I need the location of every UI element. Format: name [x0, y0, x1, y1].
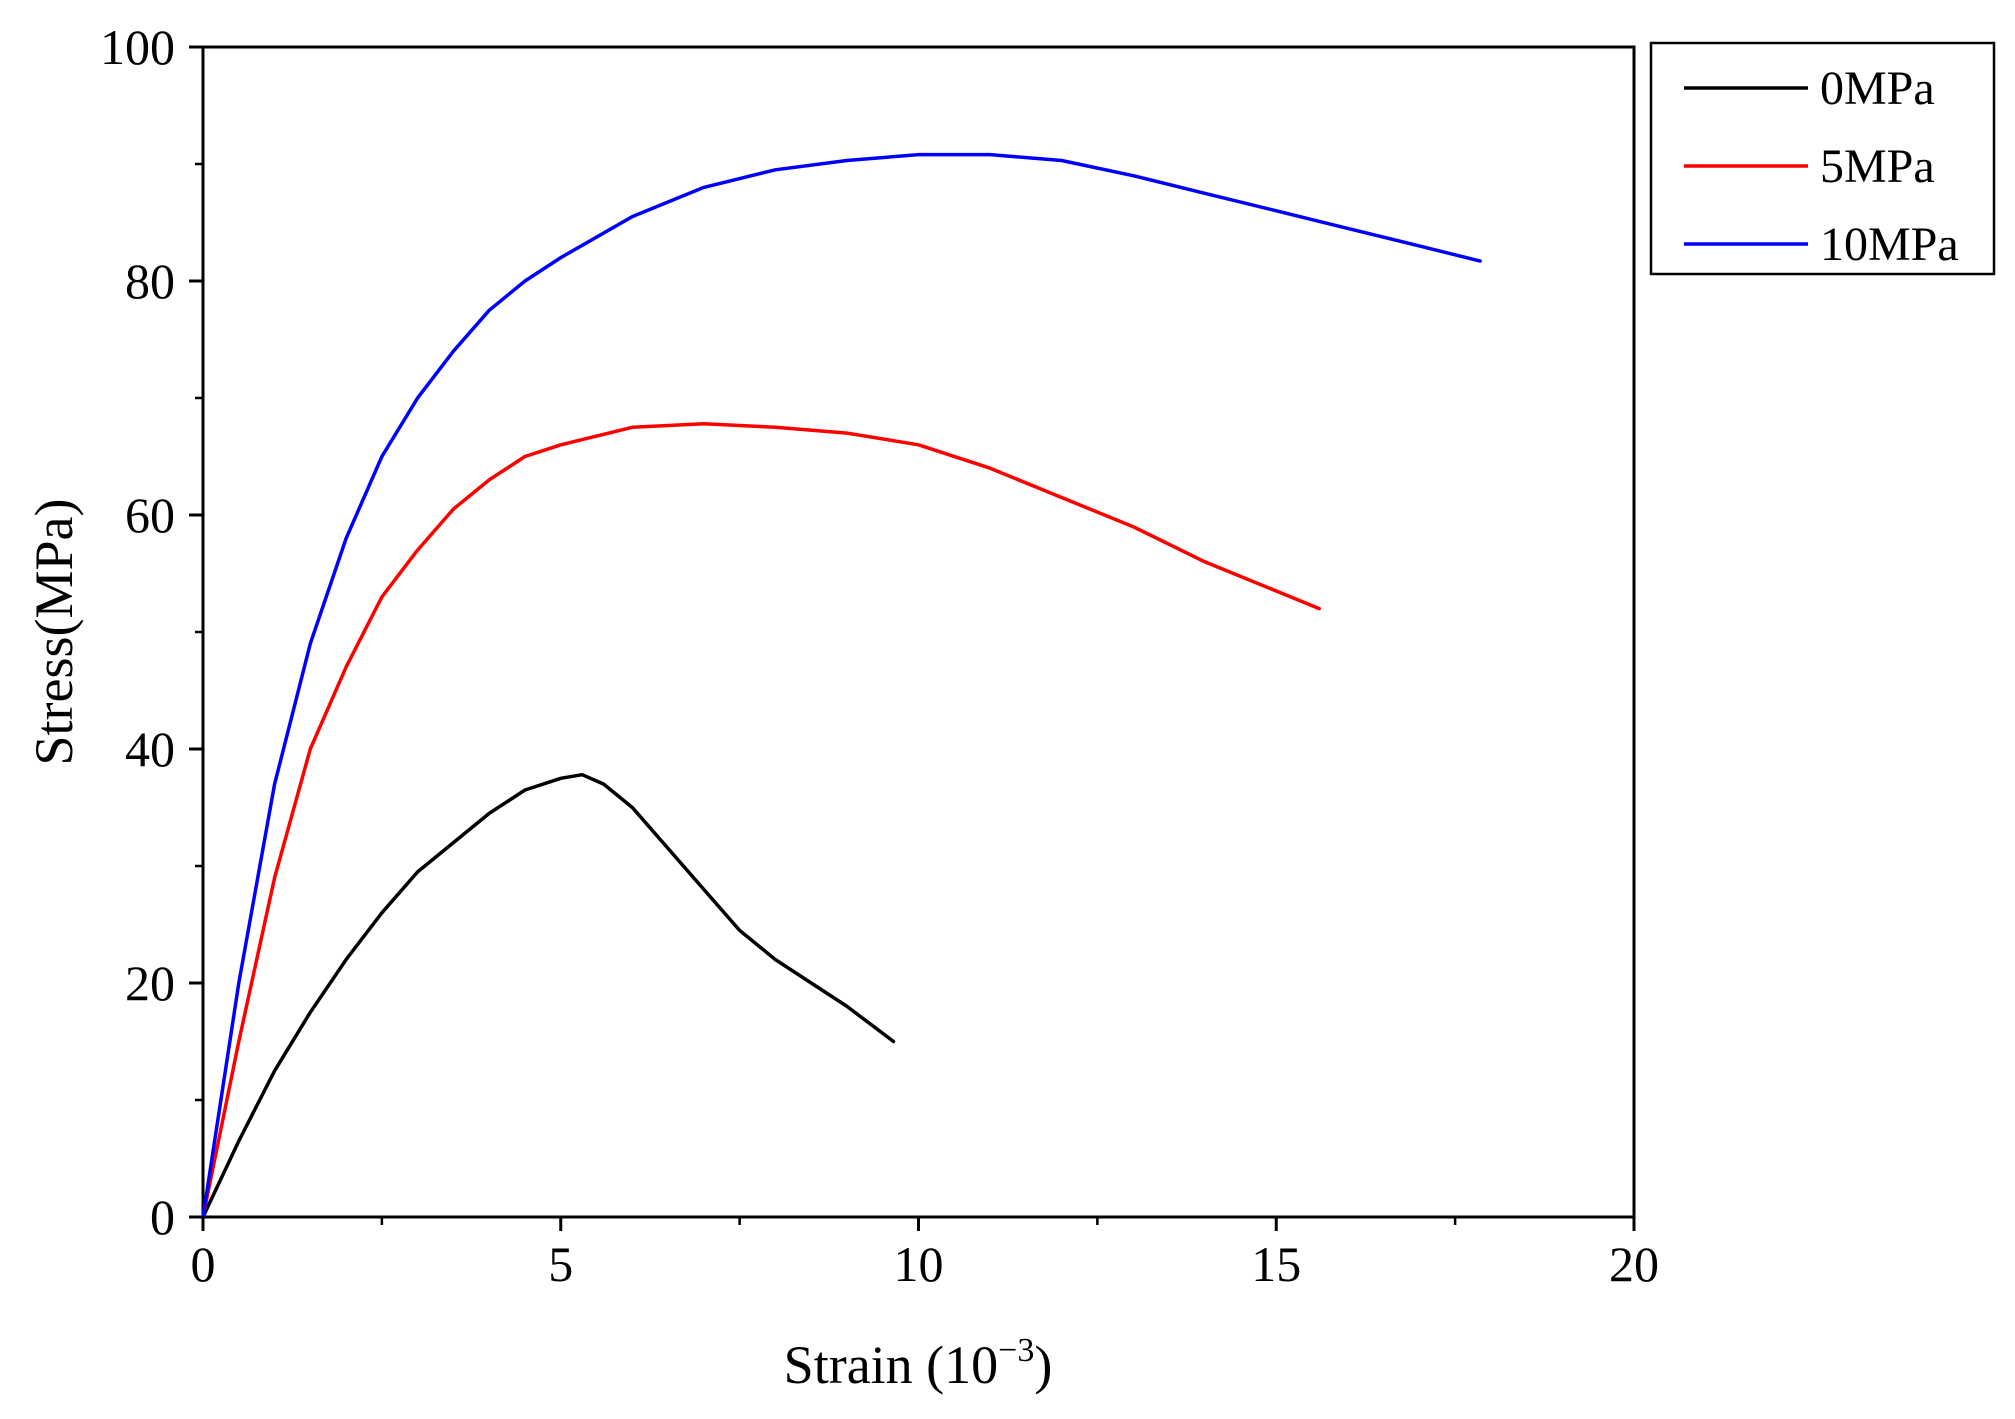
y-axis-title: Stress(MPa) [24, 499, 84, 766]
series-line-0MPa [201, 772, 896, 1219]
series-layer [201, 152, 1482, 1219]
legend: 0MPa 5MPa 10MPa [1649, 41, 1996, 276]
y-tick-label: 80 [125, 253, 175, 309]
y-tick-label: 0 [150, 1189, 175, 1245]
x-axis-title-exponent: −3 [998, 1332, 1034, 1369]
legend-box [1649, 41, 1996, 276]
x-axis-title-suffix: ) [1034, 1335, 1052, 1395]
axis-ticks: 0 5 10 15 20 0 20 40 60 80 100 [100, 19, 1659, 1292]
series-line-10MPa [201, 152, 1482, 1219]
x-tick-label: 15 [1251, 1236, 1301, 1292]
legend-label-0MPa: 0MPa [1820, 62, 1935, 115]
y-tick-label: 100 [100, 19, 175, 75]
x-tick-label: 10 [894, 1236, 944, 1292]
x-tick-label: 0 [191, 1236, 216, 1292]
x-axis-title: Strain (10−3) [784, 1332, 1053, 1395]
y-tick-label: 60 [125, 487, 175, 543]
legend-label-5MPa: 5MPa [1820, 140, 1935, 193]
series-line-5MPa [201, 421, 1321, 1219]
x-tick-label: 20 [1609, 1236, 1659, 1292]
y-tick-label: 20 [125, 955, 175, 1011]
y-tick-label: 40 [125, 721, 175, 777]
x-axis-title-main: Strain (10 [784, 1335, 998, 1395]
x-tick-label: 5 [548, 1236, 573, 1292]
legend-label-10MPa: 10MPa [1820, 218, 1959, 271]
legend-entries: 0MPa 5MPa 10MPa [1684, 62, 1959, 271]
